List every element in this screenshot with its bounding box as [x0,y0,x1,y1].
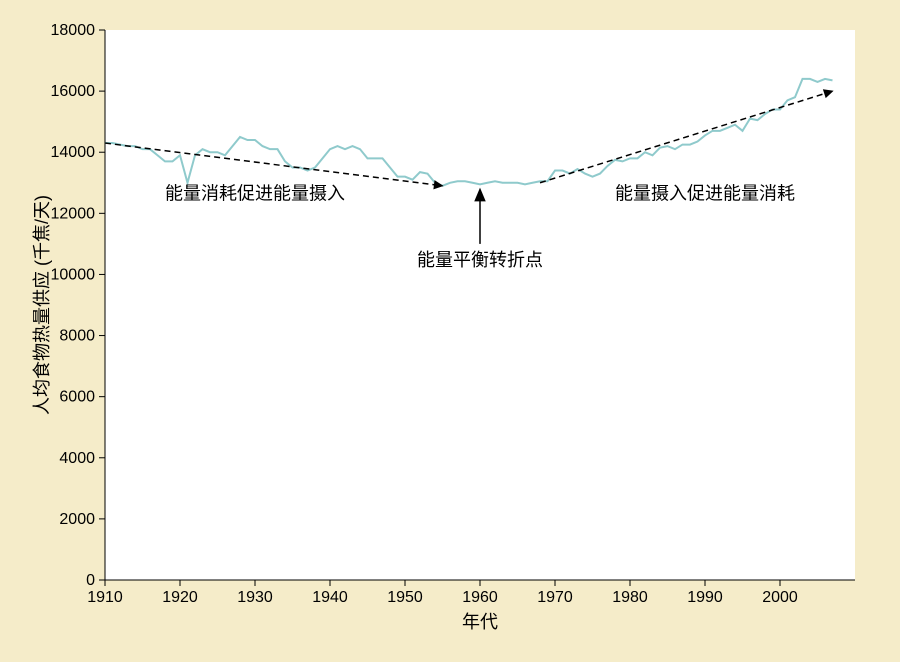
y-tick-label: 6000 [59,389,95,406]
x-axis-label: 年代 [462,612,498,632]
x-tick-label: 1950 [387,589,423,606]
x-tick-label: 1990 [687,589,723,606]
x-tick-label: 1980 [612,589,648,606]
y-tick-label: 18000 [51,22,96,39]
chart-svg: 0 2000 4000 6000 8000 10000 12000 14000 16000 180… [30,20,870,640]
y-tick-label: 2000 [59,511,95,528]
energy-balance-chart: 0 2000 4000 6000 8000 10000 12000 14000 16000 180… [30,20,870,640]
y-tick-label: 4000 [59,450,95,467]
y-tick-label: 16000 [51,83,96,100]
x-tick-label: 1970 [537,589,573,606]
x-tick-label: 2000 [762,589,798,606]
x-tick-label: 1930 [237,589,273,606]
annotation-turning-point: 能量平衡转折点 [417,250,543,270]
x-tick-label: 1920 [162,589,198,606]
y-tick-label: 10000 [51,266,96,283]
plot-area [105,30,855,580]
annotation-left: 能量消耗促进能量摄入 [165,184,345,204]
y-tick-label: 12000 [51,205,96,222]
x-tick-label: 1910 [87,589,123,606]
y-tick-label: 14000 [51,144,96,161]
x-tick-label: 1960 [462,589,498,606]
y-axis-label: 人均食物热量供应 (千焦/天) [32,195,52,415]
x-tick-label: 1940 [312,589,348,606]
y-tick-label: 8000 [59,328,95,345]
y-tick-label: 0 [86,572,95,589]
annotation-right: 能量摄入促进能量消耗 [615,184,795,204]
